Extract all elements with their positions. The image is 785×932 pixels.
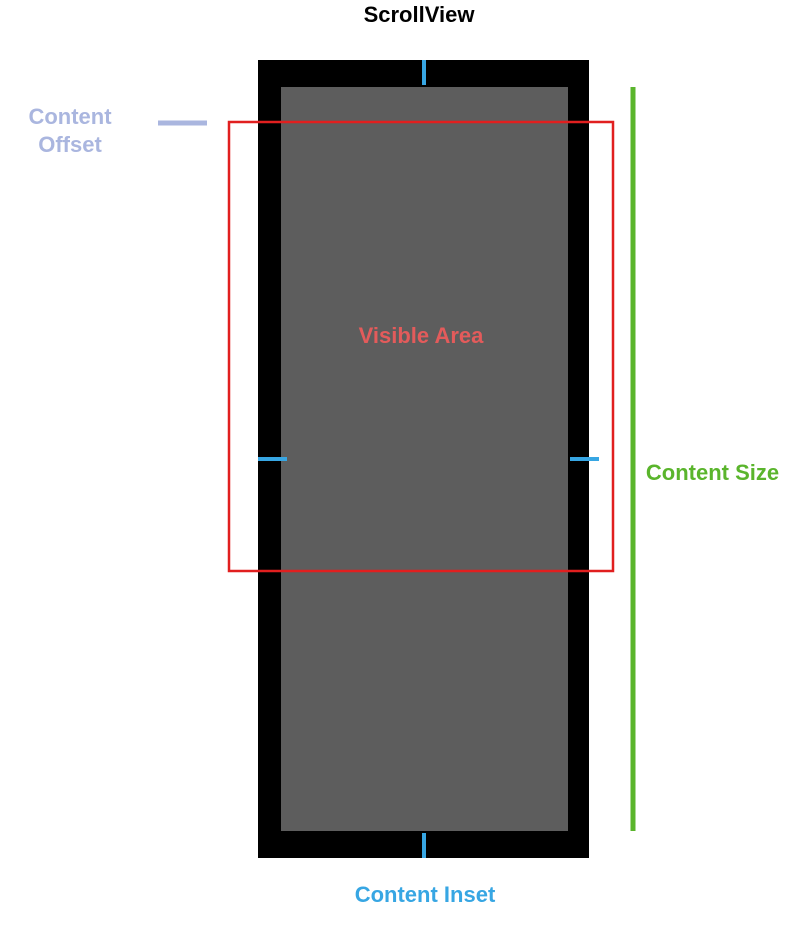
diagram-title: ScrollView [363,2,475,27]
visible-area-label: Visible Area [358,323,484,348]
content-inset-label: Content Inset [354,882,496,907]
content-offset-label: Content Offset [28,104,112,157]
content-area [281,87,568,831]
content-size-label: Content Size [645,460,780,485]
visible-area-outline [227,120,615,573]
